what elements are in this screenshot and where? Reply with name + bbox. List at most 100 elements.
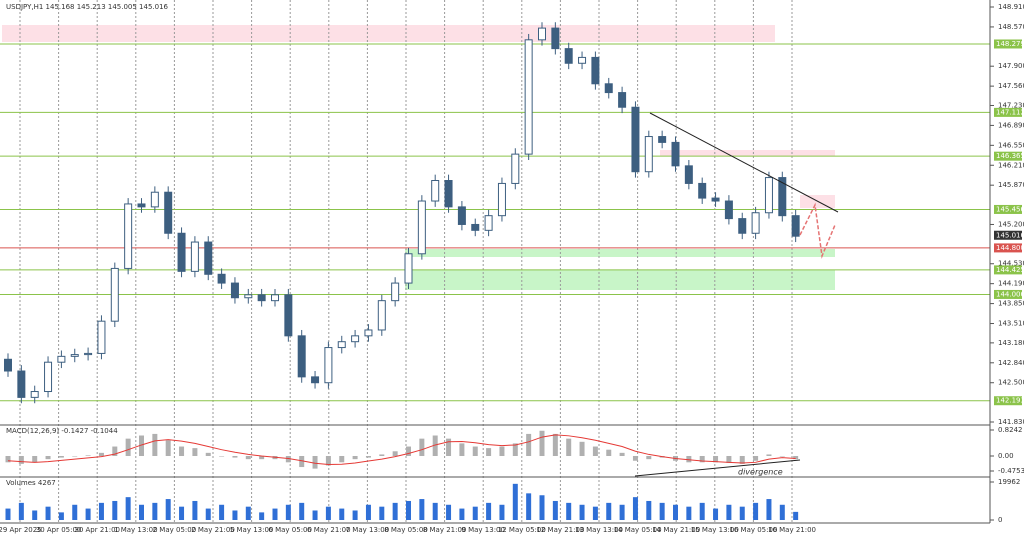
candle-body bbox=[711, 197, 720, 202]
level-value: 148.279 bbox=[996, 40, 1024, 48]
y-tick-label: 142.500 bbox=[998, 379, 1024, 387]
macd-bar bbox=[552, 433, 558, 457]
y-tick-label: 147.900 bbox=[998, 62, 1024, 70]
volume-bar bbox=[18, 502, 24, 520]
candle-body bbox=[724, 200, 733, 220]
macd-bar bbox=[219, 456, 225, 457]
volume-bar bbox=[165, 499, 171, 520]
volume-bar bbox=[219, 504, 225, 520]
x-tick-label: 12 May 05:00 bbox=[498, 526, 546, 534]
x-tick-label: 8 May 21:00 bbox=[423, 526, 467, 534]
last-price-value: 145.016 bbox=[996, 231, 1024, 239]
level-tag bbox=[994, 289, 1022, 299]
macd-bar bbox=[713, 456, 719, 463]
x-tick-label: 29 Apr 2025 bbox=[0, 526, 42, 534]
volume-bar bbox=[579, 504, 585, 520]
candle-body bbox=[417, 200, 426, 255]
candle-body bbox=[364, 329, 373, 337]
macd-bar bbox=[179, 446, 185, 457]
candle-body bbox=[551, 27, 560, 50]
candle-body bbox=[618, 92, 627, 108]
macd-bar bbox=[125, 438, 131, 457]
volume-bar bbox=[139, 504, 144, 520]
volume-bar bbox=[45, 506, 51, 520]
macd-bar bbox=[285, 456, 291, 463]
volume-bar bbox=[779, 504, 785, 520]
macd-bar bbox=[632, 456, 638, 461]
x-tick-label: 13 May 13:00 bbox=[575, 526, 623, 534]
macd-bar bbox=[139, 435, 144, 457]
candle-body bbox=[444, 180, 453, 208]
macd-bar bbox=[592, 446, 598, 457]
candle-body bbox=[791, 215, 800, 237]
candle-body bbox=[217, 273, 226, 284]
volume-bar bbox=[259, 512, 265, 520]
macd-bar bbox=[339, 456, 345, 463]
x-tick-label: 2 May 05:00 bbox=[153, 526, 197, 534]
macd-bar bbox=[232, 456, 238, 458]
volume-bar bbox=[646, 500, 652, 520]
macd-bar bbox=[579, 441, 585, 457]
x-tick-label: 15 May 13:00 bbox=[691, 526, 739, 534]
volume-bar bbox=[232, 510, 238, 520]
volume-bar bbox=[486, 502, 492, 520]
candle-body bbox=[284, 294, 293, 337]
candle-body bbox=[698, 182, 707, 199]
macd-bar bbox=[779, 456, 785, 457]
y-tick-label: 142.840 bbox=[998, 359, 1024, 367]
level-value: 145.456 bbox=[996, 205, 1024, 213]
candle-body bbox=[684, 165, 693, 184]
volume-bar bbox=[539, 495, 545, 520]
candle-body bbox=[57, 355, 66, 363]
level-value: 144.006 bbox=[996, 290, 1024, 298]
volume-bar bbox=[739, 506, 745, 520]
macd-signal bbox=[7, 434, 796, 466]
y-tick-label: 143.180 bbox=[998, 339, 1024, 347]
last-price-tag bbox=[994, 230, 1022, 240]
macd-bar bbox=[526, 433, 532, 457]
volume-bar bbox=[512, 483, 518, 520]
volume-bar bbox=[459, 508, 465, 520]
macd-bar bbox=[365, 456, 371, 458]
volume-bar bbox=[32, 510, 38, 520]
macd-bar bbox=[18, 456, 24, 464]
volume-bar bbox=[552, 500, 558, 520]
x-tick-label: 6 May 05:00 bbox=[268, 526, 312, 534]
candle-body bbox=[671, 141, 680, 167]
x-tick-label: 30 Apr 05:00 bbox=[36, 526, 82, 534]
candle-body bbox=[97, 320, 106, 354]
level-tag bbox=[994, 107, 1022, 117]
volume-bar bbox=[179, 506, 185, 520]
volume-bar bbox=[365, 504, 371, 520]
level-label: 144.425 bbox=[994, 265, 1024, 275]
chart-title: USDJPY,H1 145.168 145.213 145.005 145.01… bbox=[6, 3, 169, 11]
y-tick-label: 148.570 bbox=[998, 23, 1024, 31]
divergence-line bbox=[634, 459, 801, 477]
y-tick-label: 146.550 bbox=[998, 141, 1024, 149]
x-tick-label: 1 May 13:00 bbox=[114, 526, 158, 534]
supply-zone bbox=[660, 150, 835, 156]
demand-zone bbox=[405, 249, 835, 257]
candle-body bbox=[17, 370, 26, 398]
candle-body bbox=[297, 335, 306, 378]
y-tick-label: 146.210 bbox=[998, 161, 1024, 169]
y-tick-label: 148.910 bbox=[998, 3, 1024, 11]
level-value: 146.365 bbox=[996, 152, 1024, 160]
level-tag bbox=[994, 39, 1022, 49]
macd-bar bbox=[432, 435, 438, 457]
macd-bar bbox=[459, 443, 465, 457]
volume-bar bbox=[245, 506, 251, 520]
candle-body bbox=[324, 347, 333, 384]
level-label: 142.193 bbox=[994, 396, 1024, 406]
volume-bar bbox=[592, 506, 598, 520]
candle-body bbox=[177, 232, 186, 272]
macd-bar bbox=[472, 446, 478, 457]
candle-body bbox=[604, 83, 613, 94]
y-tick-label: 19962 bbox=[998, 478, 1020, 486]
volume-bar bbox=[766, 499, 772, 520]
macd-bar bbox=[566, 438, 572, 457]
level-label: 148.279 bbox=[994, 39, 1024, 49]
macd-bar bbox=[446, 438, 452, 457]
